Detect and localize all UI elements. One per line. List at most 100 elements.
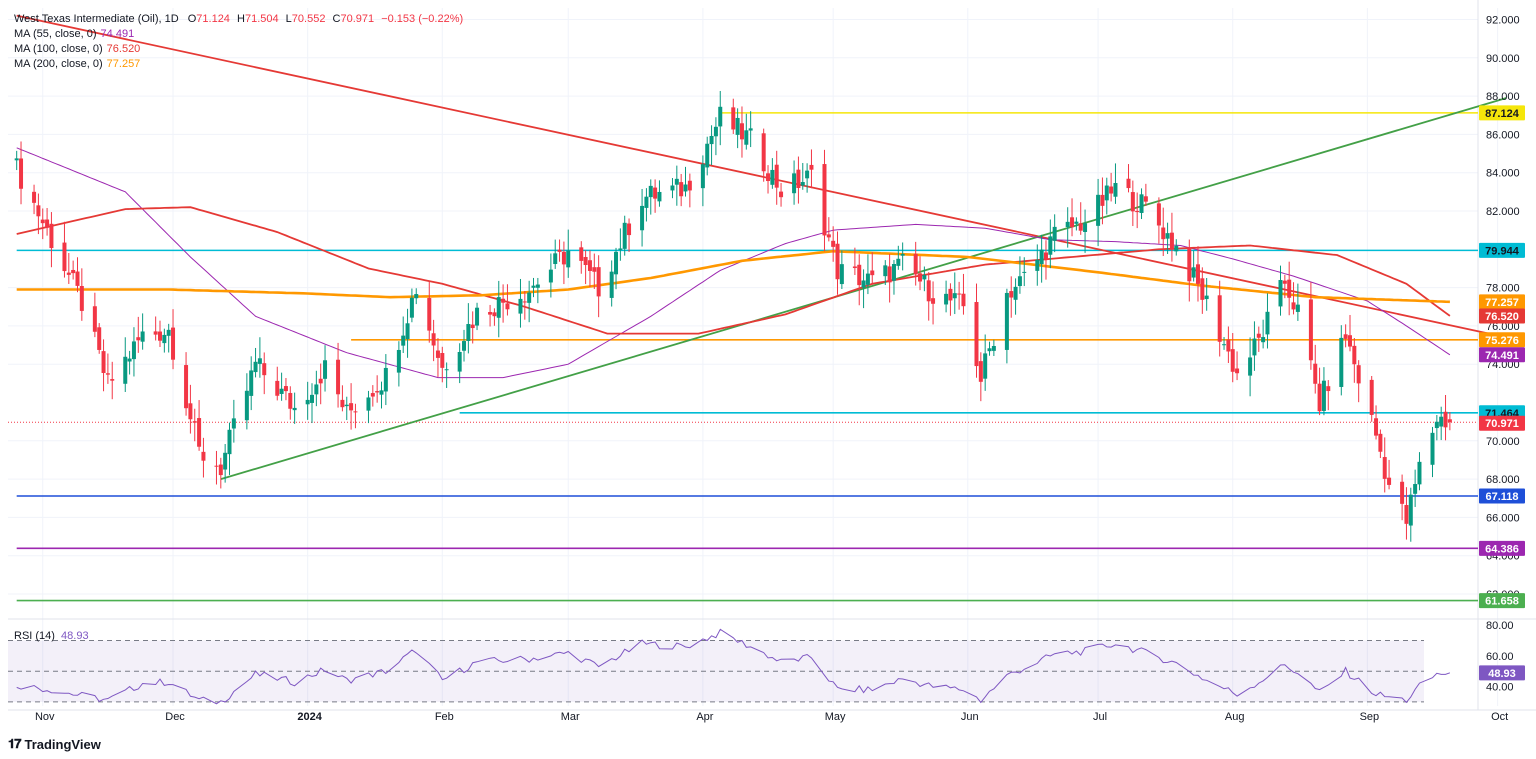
candle: [587, 250, 592, 287]
candle-body: [861, 280, 866, 288]
candle: [283, 378, 288, 401]
ma55-value: 74.491: [100, 28, 135, 40]
candle-body: [779, 191, 784, 198]
candle: [1078, 202, 1083, 235]
rsi-tick-label: 60.00: [1486, 651, 1514, 663]
candle: [1439, 406, 1444, 441]
candle-body: [918, 273, 923, 282]
candle: [253, 347, 258, 378]
level-badge-61.658-text: 61.658: [1485, 596, 1519, 608]
candle-body: [184, 365, 189, 409]
price-tick-label: 84.000: [1486, 168, 1520, 180]
candle-body: [1222, 344, 1227, 346]
candle: [852, 247, 857, 275]
candle-body: [553, 253, 558, 265]
candle-body: [1408, 494, 1413, 526]
candle-body: [462, 341, 467, 351]
candle-body: [618, 248, 623, 250]
candle-body: [279, 388, 284, 394]
candle-body: [1139, 194, 1144, 213]
candle: [1113, 163, 1118, 204]
candle: [913, 241, 918, 286]
candle: [1191, 250, 1196, 282]
candle: [19, 141, 24, 205]
candle-body: [731, 107, 736, 130]
price-tick-label: 78.000: [1486, 283, 1520, 295]
candle: [123, 337, 128, 392]
rsi-value: 48.93: [61, 630, 89, 642]
candle: [1282, 274, 1287, 299]
candle-body: [991, 346, 996, 351]
candle-body: [548, 269, 553, 283]
candle: [609, 260, 614, 307]
candle-body: [253, 361, 258, 373]
time-tick-label: Mar: [561, 711, 580, 723]
ma55-legend[interactable]: MA (55, close, 0) 74.491: [14, 27, 463, 42]
candle-body: [1382, 457, 1387, 479]
ma100-value: 76.520: [106, 43, 141, 55]
candle-body: [587, 260, 592, 271]
candle-body: [648, 185, 653, 198]
candle-body: [1126, 178, 1131, 189]
candle: [948, 283, 953, 316]
candle: [1321, 367, 1326, 416]
candle: [800, 162, 805, 190]
candle: [857, 254, 862, 306]
time-tick-label: Jul: [1093, 711, 1107, 723]
candle-body: [1278, 280, 1283, 307]
candle: [427, 281, 432, 343]
candle: [1083, 209, 1088, 253]
candle-body: [978, 361, 983, 382]
rsi-badge: [1479, 665, 1525, 681]
close-value: 70.971: [340, 13, 375, 25]
candle: [305, 381, 310, 420]
candle-body: [66, 272, 71, 275]
candle: [32, 184, 37, 215]
candle-body: [1230, 349, 1235, 372]
candle: [527, 280, 532, 323]
candle-body: [1165, 233, 1170, 239]
ma200-legend[interactable]: MA (200, close, 0) 77.257: [14, 57, 463, 72]
candle: [700, 155, 705, 207]
candle-body: [1413, 484, 1418, 494]
candle: [414, 288, 419, 305]
candle: [931, 281, 936, 325]
rsi-legend[interactable]: RSI (14) 48.93: [14, 630, 89, 642]
candle: [223, 444, 228, 483]
candle-body: [1226, 339, 1231, 352]
candle: [201, 437, 206, 478]
candle-body: [1017, 276, 1022, 287]
candle-body: [45, 219, 50, 228]
candle-body: [1343, 334, 1348, 339]
candle: [1100, 177, 1105, 225]
rsi-band: [8, 640, 1424, 702]
ma200-name: MA (200, close, 0): [14, 58, 103, 70]
candle: [640, 188, 645, 247]
candle: [349, 383, 354, 430]
candle-body: [926, 280, 931, 302]
candle-body: [162, 334, 167, 344]
candle-body: [557, 249, 562, 252]
candle: [1382, 437, 1387, 493]
low-value: 70.552: [291, 13, 326, 25]
candle: [531, 277, 536, 298]
candle-body: [900, 253, 905, 256]
candle-body: [466, 324, 471, 341]
ma100-legend[interactable]: MA (100, close, 0) 76.520: [14, 42, 463, 57]
candle: [1143, 183, 1148, 207]
tradingview-logo[interactable]: 𝟏𝟕 TradingView: [8, 736, 101, 752]
candle: [974, 283, 979, 378]
grid: [8, 0, 1536, 711]
candle-body: [1204, 295, 1209, 300]
candle: [922, 266, 927, 292]
candle: [614, 247, 619, 290]
candle-body: [62, 242, 67, 272]
candle-body: [1187, 247, 1192, 282]
candle-body: [40, 219, 45, 224]
candle-body: [444, 369, 449, 371]
candle-body: [379, 390, 384, 395]
candle-body: [826, 234, 831, 238]
candle: [1430, 426, 1435, 478]
candle: [505, 284, 510, 316]
